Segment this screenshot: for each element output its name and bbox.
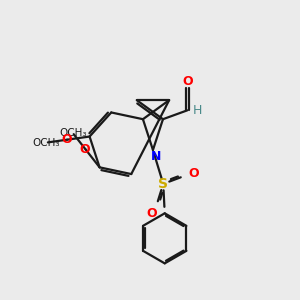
Text: S: S (158, 177, 168, 191)
Text: O: O (146, 207, 157, 220)
Text: O: O (183, 75, 193, 88)
Text: OCH₃: OCH₃ (59, 128, 87, 138)
Text: O: O (80, 143, 90, 156)
Text: H: H (193, 104, 202, 117)
Text: O: O (61, 133, 72, 146)
Text: OCH₃: OCH₃ (33, 138, 60, 148)
Text: O: O (188, 167, 199, 180)
Text: N: N (151, 150, 161, 163)
